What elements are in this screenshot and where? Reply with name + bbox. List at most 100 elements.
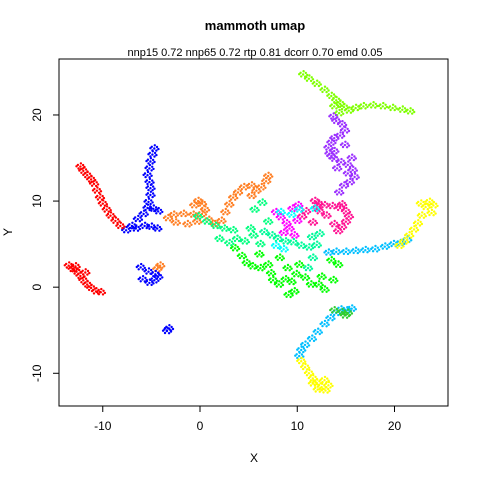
data-point [339,232,342,235]
data-point [269,180,272,183]
data-point [107,210,111,213]
data-point [280,258,284,262]
data-point [155,153,158,157]
data-point [428,197,432,200]
data-point [98,188,101,191]
data-point [269,222,272,225]
data-point [317,199,321,202]
data-point [335,99,338,102]
data-point [188,221,192,224]
data-point [417,219,420,222]
data-point [102,289,105,292]
data-point [424,215,427,218]
data-point [263,174,266,177]
data-point [208,215,211,218]
data-point [336,208,340,212]
data-point [258,250,261,253]
data-point [353,172,357,175]
data-point [279,216,282,219]
data-point [254,252,257,256]
data-point [249,224,253,227]
data-point [318,277,321,280]
data-point [228,203,231,206]
data-point [371,250,375,253]
data-point [256,234,259,238]
data-point [317,208,321,211]
data-point [269,265,272,269]
data-point [326,258,329,262]
data-point [108,206,111,210]
data-point [81,163,85,167]
data-point [338,188,341,191]
data-point [293,212,296,215]
data-point [350,307,353,310]
data-point [296,265,299,268]
data-point [270,234,274,237]
data-point [97,293,101,296]
data-point [347,208,350,212]
data-point [350,183,354,186]
data-point [239,240,243,243]
data-point [295,232,299,236]
data-point [307,376,311,380]
data-point [220,219,223,223]
data-point [193,222,197,225]
data-point [269,219,272,222]
data-point [309,248,313,251]
data-point [349,177,352,181]
data-point [340,167,343,171]
data-point [333,223,336,226]
data-point [168,219,172,222]
data-point [300,210,303,213]
data-point [192,210,195,213]
data-point [321,324,324,328]
data-point [327,380,331,384]
data-point [275,210,278,214]
data-point [314,219,317,223]
data-point [277,213,280,216]
data-point [175,218,178,221]
data-point [146,206,149,210]
data-point [336,230,340,233]
data-point [214,221,218,224]
data-point [163,265,166,268]
data-point [331,311,334,314]
data-point [274,277,277,280]
data-point [295,292,298,295]
data-point [366,105,369,109]
data-point [372,101,375,104]
data-point [288,215,291,218]
data-point [135,265,138,269]
data-point [350,213,353,217]
data-point [79,165,82,168]
data-point [77,263,80,267]
data-point [305,79,309,82]
data-point [313,84,316,88]
data-point [130,227,134,230]
data-point [255,210,258,213]
data-point [186,213,189,216]
data-point [337,252,340,256]
data-point [86,280,89,283]
data-point [376,250,379,253]
data-point [88,182,92,185]
data-point [156,267,159,271]
data-point [294,214,297,217]
data-point [225,229,228,232]
data-point [109,211,113,214]
data-point [339,99,342,102]
data-point [348,106,351,109]
data-point [223,227,226,230]
data-point [320,234,323,238]
data-point [255,189,258,192]
data-point [249,267,252,270]
data-point [384,103,387,107]
data-point [323,383,326,387]
data-point [207,209,211,212]
data-point [349,170,352,174]
data-point [347,109,350,112]
data-point [263,220,266,223]
data-point [170,221,173,224]
data-point [327,323,330,326]
data-point [341,136,344,139]
